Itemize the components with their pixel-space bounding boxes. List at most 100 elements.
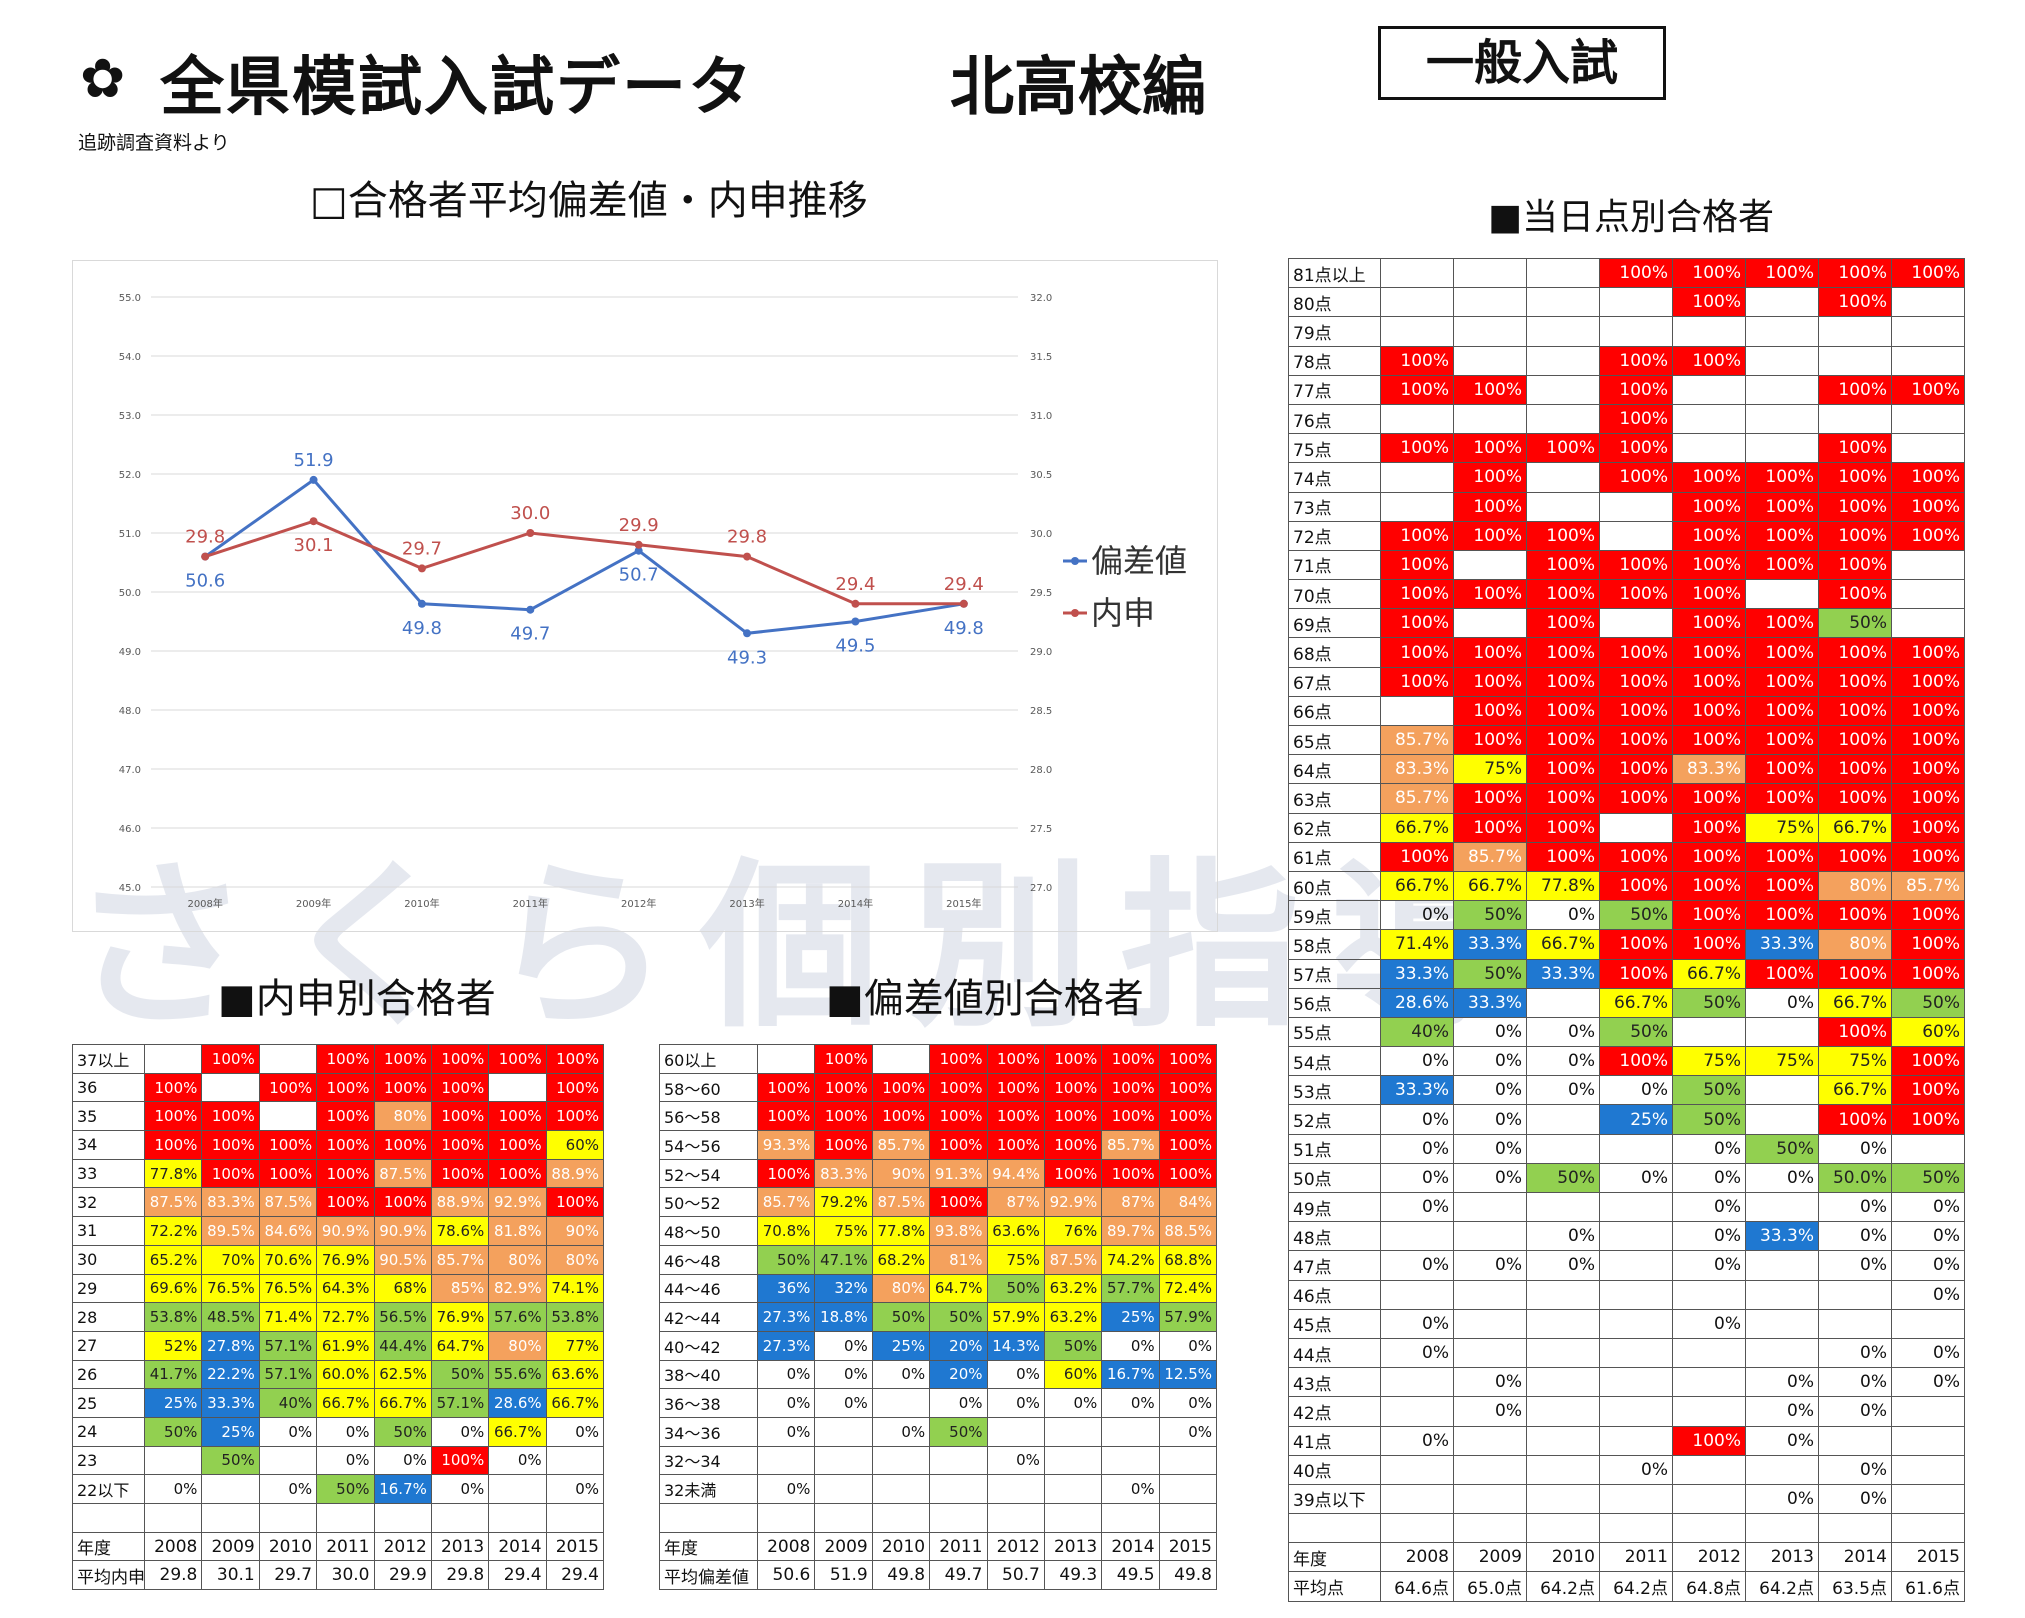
average-cell: 30.0 (316, 1560, 375, 1591)
table-cell: 83.3% (814, 1158, 873, 1189)
table-cell: 100% (1891, 520, 1965, 551)
table-cell: 66.7% (545, 1388, 605, 1418)
table-row: 58〜60 100% 100% 100% 100% 100% 100% 100% 100% (659, 1072, 1218, 1103)
table-cell (1453, 316, 1527, 347)
left-axis-tick-label: 46.0 (119, 824, 141, 835)
table-cell (1891, 345, 1965, 376)
row-label: 52点 (1288, 1104, 1381, 1135)
table-cell (1380, 1367, 1454, 1398)
table-cell: 100% (1380, 579, 1454, 610)
trend-chart-svg: 45.0 46.0 47.0 48.0 49.0 50.0 51.0 52.0 53.0 54.0… (119, 293, 1187, 910)
data-point (526, 605, 535, 614)
table-row: 52〜54 100% 83.3% 90% 91.3% 94.4% 100% 100% 100% (659, 1158, 1218, 1189)
average-row: 平均点 64.6点 65.0点 64.2点 64.2点 64.8点 64.2点 63.5点 61… (1288, 1571, 1965, 1602)
naishin-table-title: ■内申別合格者 (218, 976, 496, 1022)
data-point (743, 552, 752, 561)
table-cell: 100% (316, 1158, 375, 1189)
row-label: 79点 (1288, 316, 1381, 347)
table-cell: 0% (1672, 1162, 1746, 1194)
table-cell (1380, 1221, 1454, 1252)
table-cell: 100% (1818, 666, 1892, 697)
table-cell: 100% (1526, 608, 1600, 639)
row-label: 81点以上 (1288, 257, 1381, 289)
row-label: 54〜56 (659, 1130, 758, 1160)
average-cell: 29.4 (545, 1560, 605, 1591)
table-cell: 33.3% (1453, 929, 1527, 960)
table-cell: 0% (1818, 1250, 1892, 1281)
table-cell (1453, 1513, 1527, 1544)
row-label: 31 (72, 1216, 145, 1246)
table-row: 81点以上 100% 100% 100% 100% 100% (1288, 257, 1965, 289)
table-cell: 50% (1818, 608, 1892, 639)
table-cell: 100% (756, 1072, 816, 1103)
table-cell (1672, 433, 1746, 464)
table-cell (1599, 1279, 1673, 1310)
table-cell: 60% (1043, 1359, 1103, 1390)
table-cell: 0% (1453, 1396, 1527, 1427)
table-cell: 100% (1043, 1101, 1103, 1132)
table-cell (1453, 257, 1527, 289)
table-cell: 100% (1380, 666, 1454, 697)
table-cell (1599, 1250, 1673, 1281)
right-axis-tick-label: 29.0 (1030, 647, 1052, 658)
data-label-hensachi: 50.7 (619, 565, 659, 586)
table-cell: 100% (1818, 257, 1892, 289)
year-cell: 2011 (1599, 1542, 1673, 1573)
table-row: 41点 0% 100% 0% (1288, 1425, 1965, 1456)
year-cell: 2008 (143, 1531, 203, 1562)
table-cell: 100% (929, 1187, 988, 1218)
table-cell: 84% (1158, 1187, 1218, 1218)
table-cell: 52% (143, 1330, 203, 1361)
table-cell: 100% (1599, 783, 1673, 814)
table-cell: 0% (1453, 1367, 1527, 1398)
table-cell: 100% (316, 1187, 375, 1218)
table-cell: 100% (1526, 579, 1600, 610)
right-axis-tick-label: 27.5 (1030, 824, 1052, 835)
table-cell: 83.3% (201, 1187, 260, 1218)
table-cell: 0% (1380, 1425, 1454, 1456)
table-cell: 50% (871, 1302, 931, 1332)
table-row: 48〜50 70.8% 75% 77.8% 93.8% 63.6% 76% 89.7% 88.5… (659, 1216, 1218, 1246)
table-cell (871, 1474, 931, 1504)
table-cell: 0% (1453, 1046, 1527, 1077)
table-cell (1380, 695, 1454, 727)
row-label: 56〜58 (659, 1101, 758, 1132)
table-row: 47点 0% 0% 0% 0% 0% 0% (1288, 1250, 1965, 1281)
table-cell: 100% (1101, 1101, 1160, 1132)
table-cell: 100% (545, 1044, 605, 1074)
data-label-naishin: 30.0 (510, 503, 550, 524)
row-label: 53点 (1288, 1075, 1381, 1106)
table-cell (929, 1445, 988, 1476)
row-label: 65点 (1288, 724, 1381, 756)
table-cell (871, 1044, 931, 1074)
table-row: 35 100% 100% 100% 80% 100% 100% 100% (72, 1101, 605, 1132)
row-label: 32〜34 (659, 1445, 758, 1476)
table-cell: 100% (1745, 783, 1819, 814)
table-cell: 75% (814, 1216, 873, 1246)
table-cell: 100% (1101, 1158, 1160, 1189)
table-cell: 16.7% (1101, 1359, 1160, 1390)
data-point (417, 564, 426, 573)
table-cell: 100% (1818, 783, 1892, 814)
table-cell (1526, 1367, 1600, 1398)
table-cell (1745, 579, 1819, 610)
table-cell: 57.1% (258, 1359, 318, 1390)
table-cell (488, 1072, 547, 1103)
table-cell: 27.8% (201, 1330, 260, 1361)
row-label: 22以下 (72, 1474, 145, 1504)
table-cell: 100% (316, 1072, 375, 1103)
table-cell: 100% (1745, 520, 1819, 551)
table-row: 43点 0% 0% 0% 0% (1288, 1367, 1965, 1398)
table-cell: 66.7% (488, 1416, 547, 1447)
average-cell: 63.5点 (1818, 1571, 1892, 1602)
table-cell: 80% (488, 1330, 547, 1361)
table-cell: 100% (1818, 1104, 1892, 1135)
table-cell (1380, 1279, 1454, 1310)
table-cell: 100% (1818, 433, 1892, 464)
table-row: 36〜38 0% 0% 0% 0% 0% 0% 0% (659, 1388, 1218, 1418)
row-label: 50〜52 (659, 1187, 758, 1218)
table-cell: 100% (1891, 491, 1965, 522)
row-label: 54点 (1288, 1046, 1381, 1077)
table-row: 49点 0% 0% 0% 0% (1288, 1191, 1965, 1223)
table-cell (1526, 1279, 1600, 1310)
